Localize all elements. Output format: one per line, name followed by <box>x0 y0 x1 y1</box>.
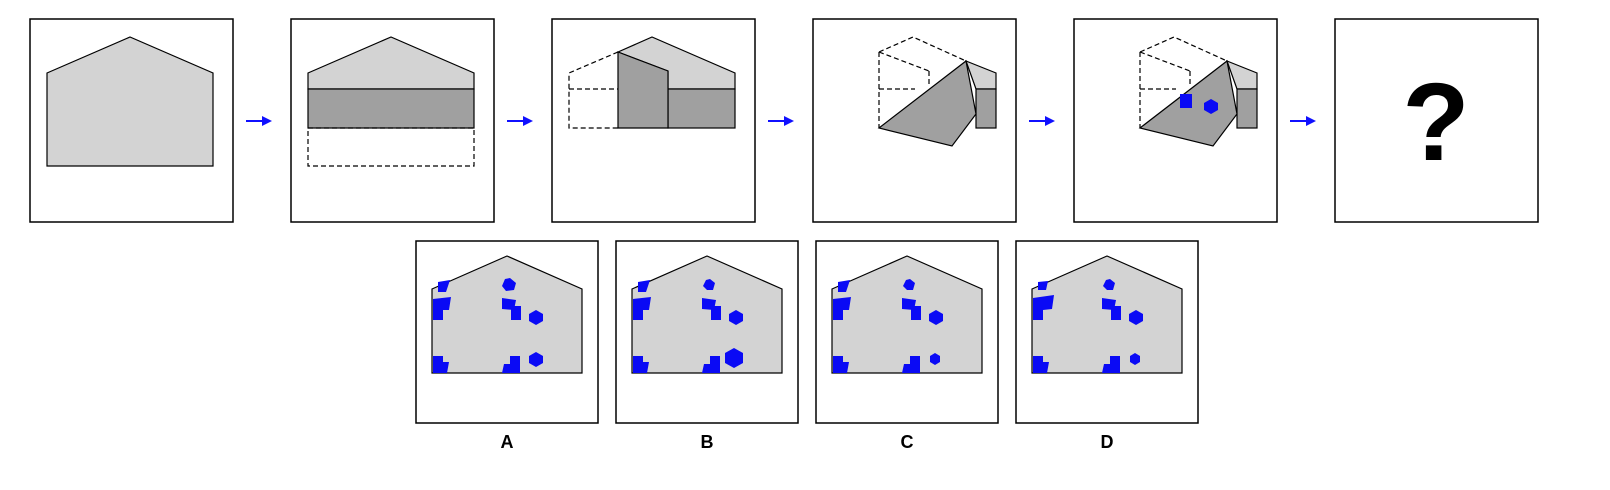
hole <box>729 310 743 325</box>
question-mark: ? <box>1402 61 1469 184</box>
hole <box>902 356 920 373</box>
hole <box>903 279 915 290</box>
option-a-holes <box>433 278 543 373</box>
hole <box>1130 353 1140 365</box>
fold-outline <box>568 51 619 129</box>
step-4-panel <box>812 18 1017 223</box>
fold-line <box>878 51 930 72</box>
unfolded-paper <box>831 255 983 374</box>
fold-outline <box>1139 36 1228 62</box>
hole <box>911 306 921 320</box>
hole <box>433 297 451 320</box>
arrow-2 <box>507 116 533 126</box>
folded-strip <box>667 88 736 129</box>
step-2-panel <box>290 18 495 223</box>
question-frame <box>1334 18 1539 223</box>
hole <box>703 279 715 290</box>
hole <box>725 348 743 368</box>
punch-hole-hexagon <box>1204 99 1218 114</box>
paper-shape <box>46 36 214 167</box>
folded-flap <box>617 51 669 129</box>
hole <box>711 306 721 320</box>
hole <box>1033 356 1049 373</box>
question-panel: ? <box>1334 18 1539 223</box>
hole <box>438 280 450 292</box>
option-d[interactable]: D <box>1015 240 1199 452</box>
arrow-3 <box>768 116 794 126</box>
step-3-panel <box>551 18 756 223</box>
unfolded-paper <box>631 255 783 374</box>
arrow-1 <box>246 116 272 126</box>
fold-outline <box>307 127 475 167</box>
arrow-5 <box>1290 116 1316 126</box>
hole <box>633 356 649 373</box>
hole <box>1111 306 1121 320</box>
option-a-label: A <box>501 432 514 452</box>
hole <box>638 280 650 292</box>
hole <box>1103 279 1115 290</box>
hole <box>702 356 720 373</box>
hole <box>529 310 543 325</box>
folded-strip <box>1236 88 1258 129</box>
hole <box>433 356 449 373</box>
hole <box>1129 310 1143 325</box>
option-b-holes <box>633 279 743 373</box>
unfolded-paper <box>1031 255 1183 374</box>
option-a[interactable]: A <box>415 240 599 452</box>
hole <box>833 356 849 373</box>
punch-hole-square <box>1180 94 1192 108</box>
hole <box>502 356 520 373</box>
option-c[interactable]: C <box>815 240 999 452</box>
step-1-panel <box>29 18 234 223</box>
paper-top <box>307 36 475 90</box>
folded-flap <box>877 59 977 147</box>
hole <box>633 297 651 320</box>
option-c-holes <box>833 279 943 373</box>
fold-line <box>1139 51 1191 72</box>
option-b-label: B <box>701 432 714 452</box>
option-b[interactable]: B <box>615 240 799 452</box>
hole <box>930 353 940 365</box>
hole <box>929 310 943 325</box>
arrow-4 <box>1029 116 1055 126</box>
hole <box>838 280 850 292</box>
folded-strip <box>975 88 997 129</box>
option-d-label: D <box>1101 432 1114 452</box>
option-d-holes <box>1033 279 1143 373</box>
hole <box>502 278 516 291</box>
folded-strip <box>307 88 475 129</box>
option-c-label: C <box>901 432 914 452</box>
step-5-panel <box>1073 18 1278 223</box>
hole <box>529 352 543 367</box>
hole <box>1038 281 1048 290</box>
hole <box>511 306 521 320</box>
unfolded-paper <box>431 255 583 374</box>
hole <box>1102 356 1120 373</box>
fold-outline <box>878 36 967 62</box>
hole <box>1033 295 1054 320</box>
hole <box>833 297 851 320</box>
